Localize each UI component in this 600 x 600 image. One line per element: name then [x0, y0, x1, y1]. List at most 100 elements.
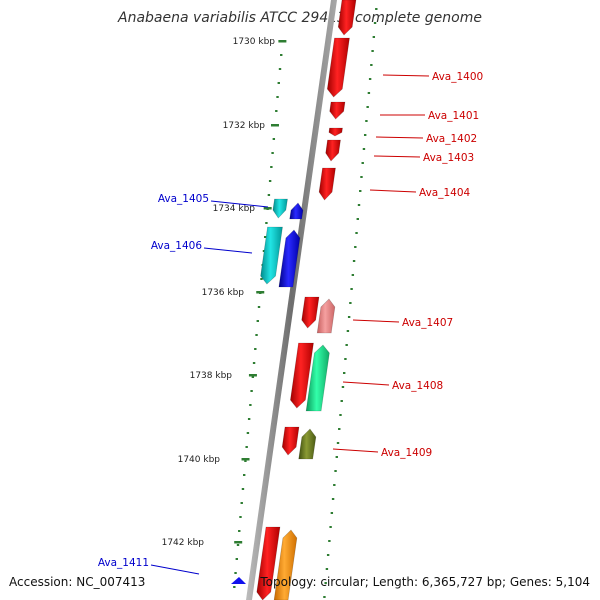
ruler-labels: 1730 kbp 1732 kbp 1734 kbp 1736 kbp 1738 kbp…	[162, 37, 287, 548]
gene-label[interactable]: Ava_1402	[426, 133, 477, 145]
leader-line	[342, 381, 390, 386]
gene-label[interactable]: Ava_1404	[419, 187, 471, 199]
ruler-dot	[339, 414, 342, 416]
ruler-dot	[347, 316, 351, 318]
ruler-major-tick	[256, 291, 265, 294]
leader-line	[369, 189, 417, 193]
ruler-dot	[260, 278, 263, 280]
ruler-dot	[270, 166, 273, 168]
gene-arrow-ava-1403	[325, 139, 341, 162]
ruler-dot	[349, 302, 352, 304]
ruler-dot	[329, 526, 332, 528]
ruler-dot	[241, 488, 245, 490]
ruler-dot	[345, 344, 348, 346]
ruler-dot	[249, 404, 252, 406]
gene-arrow-ava-1401	[329, 101, 346, 120]
ruler-dot	[352, 260, 356, 262]
ruler-dot	[338, 428, 341, 430]
ruler-dot	[366, 106, 369, 108]
ruler-dot	[333, 484, 336, 486]
ruler-dots	[233, 8, 378, 598]
ruler-dot	[368, 78, 372, 80]
ruler-dot	[244, 460, 247, 462]
ruler-tick-label: 1730 kbp	[233, 37, 276, 47]
ruler-dot	[324, 582, 327, 584]
ruler-dot	[265, 222, 268, 224]
gene-label[interactable]: Ava_1400	[432, 71, 483, 83]
ruler-dot	[323, 596, 326, 598]
ruler-dot	[255, 334, 258, 336]
ruler-dot	[268, 180, 272, 182]
ruler-dot	[354, 246, 357, 248]
ruler-dot	[341, 386, 345, 388]
ruler-dot	[252, 362, 256, 364]
ruler-major-tick	[241, 458, 250, 461]
ruler-dot	[373, 22, 377, 24]
ruler-dot	[251, 376, 255, 378]
genome-backbone	[246, 0, 337, 600]
gene-label[interactable]: Ava_1408	[392, 380, 443, 392]
leader-line	[352, 319, 400, 323]
ruler-dot	[262, 250, 266, 252]
ruler-dot	[362, 148, 366, 150]
ruler-dot	[263, 236, 267, 238]
ruler-major-tick	[234, 541, 243, 544]
ruler-dot	[246, 432, 250, 434]
genome-title: Anabaena variabilis ATCC 29413, complete…	[118, 10, 482, 26]
ruler-dot	[350, 288, 353, 290]
ruler-dot	[371, 50, 374, 52]
ruler-tick-label: 1740 kbp	[178, 455, 221, 465]
ruler-dot	[375, 8, 378, 10]
ruler-dot	[276, 96, 279, 98]
accession-text: Accession: NC_007413	[9, 575, 146, 589]
ruler-dot	[356, 218, 359, 220]
gene-arrow-ava-1404	[318, 167, 336, 201]
leader-lines	[150, 74, 430, 575]
gene-labels: Ava_1400 Ava_1401 Ava_1402 Ava_1403 Ava_1404…	[98, 71, 483, 569]
ruler-dot	[357, 204, 361, 206]
ruler-dot	[233, 586, 236, 588]
ruler-dot	[346, 330, 350, 332]
gene-label[interactable]: Ava_1409	[381, 447, 432, 459]
ruler-tick-label: 1742 kbp	[162, 538, 205, 548]
gene-arrow-ava-1405	[289, 202, 304, 220]
ruler-dot	[239, 516, 242, 518]
ruler-dot	[361, 162, 364, 164]
gene-label[interactable]: Ava_1407	[402, 317, 453, 329]
gene-arrow-ava-1400	[326, 37, 350, 98]
genome-summary-text: Topology: circular; Length: 6,365,727 bp…	[260, 575, 590, 589]
ruler-dot	[331, 498, 335, 500]
ruler-dot	[277, 82, 280, 84]
gene-arrow-bottom-a	[256, 526, 281, 600]
ruler-dot	[247, 418, 251, 420]
ruler-dot	[257, 306, 261, 308]
gene-label[interactable]: Ava_1405	[158, 193, 209, 205]
gene-label[interactable]: Ava_1406	[151, 240, 203, 252]
ruler-dot	[245, 446, 248, 448]
ruler-dot	[370, 64, 373, 66]
gene-label[interactable]: Ava_1401	[428, 110, 479, 122]
ruler-tick-label: 1732 kbp	[223, 121, 266, 131]
leader-line	[332, 448, 379, 453]
leader-line	[373, 155, 421, 158]
gene-arrow-ava-1406a	[260, 226, 283, 285]
ruler-dot	[242, 474, 246, 476]
ruler-dot	[325, 568, 329, 570]
ruler-major-tick	[278, 40, 287, 43]
gene-label[interactable]: Ava_1403	[423, 152, 474, 164]
ruler-dot	[355, 232, 358, 234]
ruler-dot	[240, 502, 243, 504]
gene-arrow-ava-1407a	[301, 296, 320, 329]
ruler-dot	[272, 138, 276, 140]
leader-line	[210, 200, 269, 208]
ruler-dot	[344, 358, 347, 360]
gene-arrow-ava-1405a	[272, 198, 288, 219]
ruler-dot	[334, 470, 337, 472]
ruler-tick-label: 1738 kbp	[190, 371, 233, 381]
ruler-dot	[330, 512, 334, 514]
ruler-dot	[256, 320, 259, 322]
ruler-tick-label: 1736 kbp	[202, 288, 245, 298]
gene-arrow-ava-1402	[328, 127, 343, 137]
ruler-dot	[271, 152, 274, 154]
gene-label[interactable]: Ava_1411	[98, 557, 149, 569]
